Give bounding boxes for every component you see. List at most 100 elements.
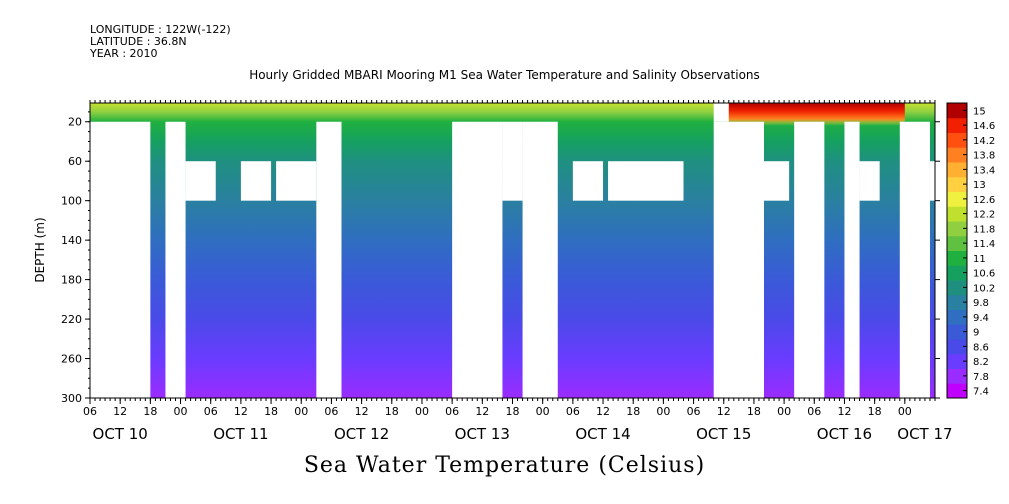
colorbar-label: 13.4 — [973, 165, 995, 176]
chart-title: Hourly Gridded MBARI Mooring M1 Sea Wate… — [249, 68, 760, 82]
variable-title: Sea Water Temperature (Celsius) — [303, 453, 706, 478]
x-day-label: OCT 14 — [575, 425, 630, 443]
colorbar-label: 10.6 — [973, 269, 995, 280]
colorbar-swatch — [947, 309, 967, 325]
colorbar-swatch — [947, 250, 967, 266]
colorbar-swatch — [947, 206, 967, 222]
no-data-gap — [572, 161, 604, 201]
x-tick-label: 12 — [475, 405, 489, 418]
y-axis-label: DEPTH (m) — [33, 217, 47, 282]
colorbar-label: 13.8 — [973, 151, 995, 162]
colorbar-label: 12.2 — [973, 210, 995, 221]
colorbar-label: 13 — [973, 180, 986, 191]
colorbar-label: 9.8 — [973, 298, 989, 309]
no-data-gap — [844, 121, 860, 398]
no-data-gap — [276, 161, 317, 201]
colorbar-swatch — [947, 221, 967, 237]
y-tick-label: 300 — [61, 392, 82, 405]
no-data-gaps — [90, 103, 941, 398]
x-tick-label: 12 — [596, 405, 610, 418]
no-data-gap — [763, 161, 790, 201]
colorbar-swatch — [947, 280, 967, 296]
colorbar-swatch — [947, 176, 967, 192]
no-data-gap — [316, 121, 342, 398]
colorbar-swatch — [947, 162, 967, 178]
latitude-label: LATITUDE : 36.8N — [90, 35, 187, 48]
colorbar-swatch — [947, 383, 967, 399]
no-data-gap — [859, 161, 880, 201]
x-tick-label: 18 — [506, 405, 520, 418]
no-data-gap — [794, 121, 825, 398]
no-data-gap — [240, 161, 272, 201]
y-tick-label: 60 — [68, 155, 82, 168]
x-tick-label: 00 — [656, 405, 670, 418]
colorbar-label: 8.2 — [973, 357, 989, 368]
colorbar-label: 9 — [973, 328, 979, 339]
colorbar-swatch — [947, 265, 967, 281]
no-data-gap — [165, 121, 186, 398]
y-tick-label: 140 — [61, 234, 82, 247]
x-tick-label: 00 — [898, 405, 912, 418]
x-tick-label: 00 — [777, 405, 791, 418]
colorbar-frame — [946, 102, 968, 399]
no-data-gap — [502, 121, 523, 201]
x-tick-label: 18 — [626, 405, 640, 418]
x-tick-label: 18 — [868, 405, 882, 418]
colorbar-swatch — [947, 117, 967, 133]
x-tick-label: 12 — [234, 405, 248, 418]
x-tick-label: 06 — [566, 405, 580, 418]
x-tick-label: 06 — [445, 405, 459, 418]
longitude-label: LONGITUDE : 122W(-122) — [90, 23, 231, 36]
x-tick-label: 18 — [747, 405, 761, 418]
x-tick-label: 18 — [264, 405, 278, 418]
x-tick-label: 12 — [837, 405, 851, 418]
x-day-label: OCT 17 — [897, 425, 952, 443]
no-data-gap — [90, 121, 151, 398]
colorbar-label: 14.6 — [973, 121, 995, 132]
x-day-label: OCT 10 — [93, 425, 148, 443]
x-tick-label: 18 — [385, 405, 399, 418]
colorbar-label: 7.8 — [973, 372, 989, 383]
colorbar-label: 8.6 — [973, 342, 989, 353]
y-tick-label: 20 — [68, 116, 82, 129]
colorbar-swatch — [947, 353, 967, 369]
colorbar-label: 14.2 — [973, 136, 995, 147]
x-tick-label: 06 — [687, 405, 701, 418]
y-tick-label: 220 — [61, 313, 82, 326]
x-tick-label: 06 — [807, 405, 821, 418]
x-tick-label: 12 — [113, 405, 127, 418]
colorbar-label: 9.4 — [973, 313, 989, 324]
x-tick-label: 00 — [536, 405, 550, 418]
colorbar-label: 11.8 — [973, 224, 995, 235]
year-label: YEAR : 2010 — [90, 47, 158, 60]
no-data-gap — [899, 121, 930, 398]
colorbar-label: 7.4 — [973, 387, 989, 398]
colorbar-swatch — [947, 324, 967, 340]
no-data-gap — [713, 121, 764, 398]
colorbar-swatch — [947, 191, 967, 207]
x-tick-label: 06 — [324, 405, 338, 418]
x-day-label: OCT 11 — [213, 425, 268, 443]
colorbar-swatch — [947, 368, 967, 384]
x-tick-label: 12 — [355, 405, 369, 418]
x-tick-label: 06 — [83, 405, 97, 418]
x-day-label: OCT 15 — [696, 425, 751, 443]
colorbar-swatch — [947, 294, 967, 310]
colorbar-label: 15 — [973, 106, 986, 117]
y-tick-label: 100 — [61, 195, 82, 208]
x-tick-label: 18 — [143, 405, 157, 418]
colorbar-label: 11.4 — [973, 239, 995, 250]
colorbar-swatch — [947, 147, 967, 163]
colorbar-label: 10.2 — [973, 283, 995, 294]
no-data-gap — [608, 161, 684, 201]
x-tick-label: 00 — [415, 405, 429, 418]
colorbar-label: 11 — [973, 254, 986, 265]
no-data-gap — [713, 103, 729, 122]
x-day-label: OCT 13 — [455, 425, 510, 443]
y-tick-label: 180 — [61, 274, 82, 287]
colorbar-swatch — [947, 132, 967, 148]
colorbar: 7.4 7.8 8.2 8.6 9 9.4 9.8 10.2 10.6 11 11.4 11.8 12.… — [946, 102, 995, 399]
no-data-gap — [185, 161, 216, 201]
